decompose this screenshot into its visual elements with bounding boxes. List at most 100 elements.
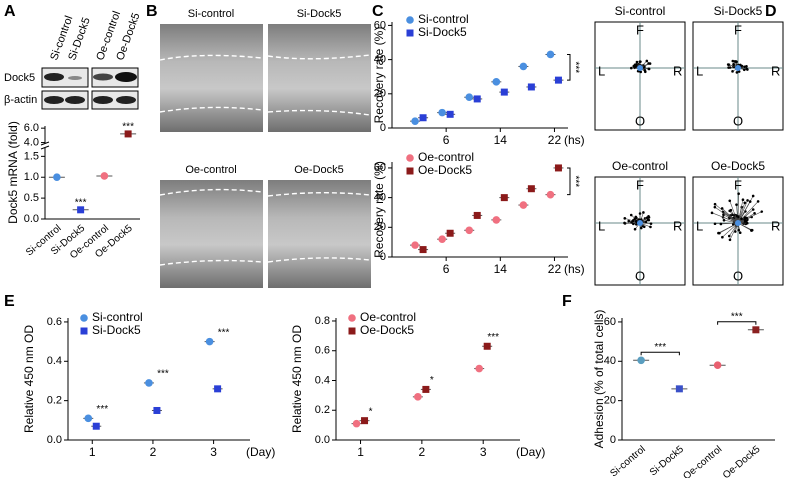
trajectory-end (713, 205, 717, 209)
image-label: Oe-Dock5 (294, 164, 344, 176)
x-tick-label: 2 (150, 445, 157, 459)
annotation: *** (731, 311, 743, 322)
direction-label: L (598, 218, 605, 233)
trajectory-end (629, 213, 633, 217)
data-point (519, 62, 528, 71)
trajectory-end (722, 213, 725, 217)
y-tick-label: 40 (374, 192, 386, 204)
direction-label: R (673, 63, 682, 78)
trajectory-end (623, 217, 627, 220)
image-label: Oe-control (185, 164, 236, 176)
blot-box (91, 90, 139, 110)
direction-label: F (734, 22, 742, 37)
trajectory-end (735, 71, 739, 74)
trajectory-end (737, 192, 740, 196)
x-tick-label: 22 (548, 262, 562, 276)
x-tick-label: 14 (494, 262, 508, 276)
band (116, 96, 136, 104)
panel-label: C (372, 3, 384, 20)
legend-marker (80, 327, 88, 335)
trajectory-end (746, 199, 749, 202)
trajectory-end (713, 202, 717, 206)
trajectory-end (731, 70, 734, 73)
trajectory (722, 222, 739, 238)
legend-label: Oe-Dock5 (360, 323, 414, 337)
band (93, 73, 113, 81)
wound-edge (159, 106, 263, 113)
wound-edge (159, 54, 263, 61)
direction-label: L (696, 63, 703, 78)
trajectory-end (649, 222, 653, 225)
trajectory (729, 200, 739, 224)
data-point (77, 206, 85, 214)
trajectory-end (760, 210, 764, 213)
wound-image (160, 24, 263, 132)
data-point (465, 93, 474, 102)
data-point (446, 229, 454, 237)
trajectory-end (743, 217, 747, 221)
data-point (465, 226, 474, 235)
y-tick-label: 0.2 (315, 404, 330, 416)
y-tick-label: 0.0 (47, 434, 62, 446)
trajectory (711, 212, 739, 224)
annotation: *** (75, 197, 87, 208)
y-tick-label: 0.8 (315, 315, 330, 327)
trajectory-end (719, 222, 723, 226)
direction-label: R (673, 218, 682, 233)
band (65, 96, 85, 104)
band (44, 96, 64, 104)
annotation: * (430, 375, 434, 386)
data-point (675, 385, 683, 393)
trajectory-end (627, 219, 631, 223)
legend-marker (406, 167, 414, 175)
trajectory-end (645, 59, 649, 63)
y-tick-label: 0 (380, 251, 386, 263)
legend-marker (348, 314, 356, 322)
y-tick-label: 0.4 (315, 374, 330, 386)
row-label: Dock5 (4, 72, 35, 84)
y-tick-label: 0.6 (315, 345, 330, 357)
data-point (419, 114, 427, 122)
trajectory-end (745, 221, 749, 225)
legend-marker (406, 16, 414, 24)
annotation: * (369, 406, 373, 417)
trajectory-end (726, 63, 730, 66)
data-point (500, 88, 508, 96)
y-axis-label: Recovery rate (%) (372, 27, 386, 124)
plot-label: Si-Dock5 (714, 4, 763, 18)
western-blot: Si-control Si-Dock5 Oe-control Oe-Dock5 … (4, 10, 142, 110)
x-tick-label: 22 (548, 133, 562, 147)
trajectory-end (735, 214, 738, 218)
data-point (352, 419, 361, 428)
trajectory-end (633, 217, 637, 221)
trajectory-end (728, 216, 731, 220)
band (93, 96, 113, 104)
plot-label: Si-control (615, 4, 666, 18)
legend-label: Si-control (92, 310, 143, 324)
trajectory-end (750, 228, 753, 232)
bracket (567, 167, 571, 196)
trajectory-end (649, 225, 652, 229)
data-point (422, 385, 430, 393)
trajectory-end (740, 217, 743, 221)
data-point (519, 201, 528, 209)
legend-label: Oe-control (360, 310, 416, 324)
direction-label: R (771, 218, 780, 233)
wound-edge (267, 54, 371, 60)
y-tick-label: 0.5 (24, 192, 39, 204)
data-point (414, 393, 422, 401)
y-tick-label: 1.0 (24, 171, 39, 183)
data-point (438, 235, 446, 243)
annotation: *** (157, 369, 169, 380)
data-point (53, 173, 61, 182)
y-axis-label: Recovery rate (%) (372, 161, 386, 258)
data-point (527, 83, 535, 91)
direction-label: O (635, 268, 645, 283)
legend-marker (406, 29, 414, 37)
data-point (473, 95, 481, 103)
trajectory-end (728, 66, 732, 69)
wound-edge (267, 109, 371, 116)
trajectory-end (756, 200, 760, 203)
data-point (124, 130, 132, 138)
trajectory (719, 222, 739, 234)
